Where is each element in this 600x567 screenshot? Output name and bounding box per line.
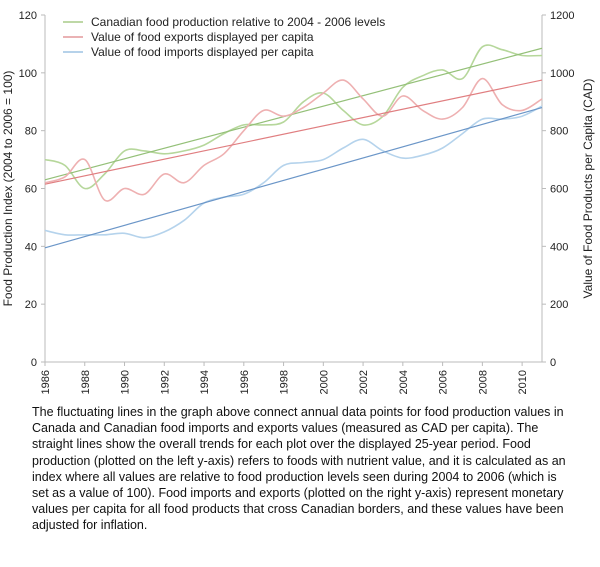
x-tick-label: 2006 xyxy=(438,370,450,394)
series-line-imports xyxy=(44,105,543,239)
right-y-tick-label: 600 xyxy=(550,184,568,196)
x-tick-label: 1986 xyxy=(40,370,52,394)
x-tick-label: 1996 xyxy=(239,370,251,394)
axes: 0204060801001200200400600800100012001986… xyxy=(1,10,595,394)
x-tick-label: 2010 xyxy=(517,370,529,394)
left-y-tick-label: 0 xyxy=(31,357,37,369)
x-tick-label: 2008 xyxy=(477,370,489,394)
right-y-tick-label: 400 xyxy=(550,241,568,253)
plot-area xyxy=(44,44,543,249)
chart: 0204060801001200200400600800100012001986… xyxy=(1,10,595,394)
legend: Canadian food production relative to 200… xyxy=(63,15,385,59)
x-tick-label: 1998 xyxy=(279,370,291,394)
x-tick-label: 2002 xyxy=(358,370,370,394)
x-tick-label: 2000 xyxy=(318,370,330,394)
left-y-tick-label: 40 xyxy=(25,241,37,253)
left-y-tick-label: 100 xyxy=(19,68,37,80)
left-y-tick-label: 80 xyxy=(25,126,37,138)
right-axis-title: Value of Food Products per Capita (CAD) xyxy=(581,79,595,299)
legend-label-exports: Value of food exports displayed per capi… xyxy=(91,30,314,44)
x-tick-label: 1990 xyxy=(120,370,132,394)
left-y-tick-label: 20 xyxy=(25,299,37,311)
series-line-exports xyxy=(44,77,543,202)
trend-line-exports xyxy=(44,79,543,185)
right-y-tick-label: 0 xyxy=(550,357,556,369)
trend-line-production xyxy=(44,47,543,181)
right-y-tick-label: 1200 xyxy=(550,10,574,22)
figure-caption: The fluctuating lines in the graph above… xyxy=(32,405,566,533)
right-y-tick-label: 200 xyxy=(550,299,568,311)
x-tick-label: 1992 xyxy=(159,370,171,394)
x-tick-label: 1994 xyxy=(199,370,211,394)
series-line-production xyxy=(44,44,543,190)
left-y-tick-label: 60 xyxy=(25,184,37,196)
legend-label-production: Canadian food production relative to 200… xyxy=(91,15,385,29)
legend-label-imports: Value of food imports displayed per capi… xyxy=(91,45,314,59)
x-tick-label: 1988 xyxy=(80,370,92,394)
left-y-tick-label: 120 xyxy=(19,10,37,22)
right-y-tick-label: 800 xyxy=(550,126,568,138)
trend-line-imports xyxy=(44,106,543,249)
left-axis-title: Food Production Index (2004 to 2006 = 10… xyxy=(1,71,15,307)
right-y-tick-label: 1000 xyxy=(550,68,574,80)
x-tick-label: 2004 xyxy=(398,370,410,394)
